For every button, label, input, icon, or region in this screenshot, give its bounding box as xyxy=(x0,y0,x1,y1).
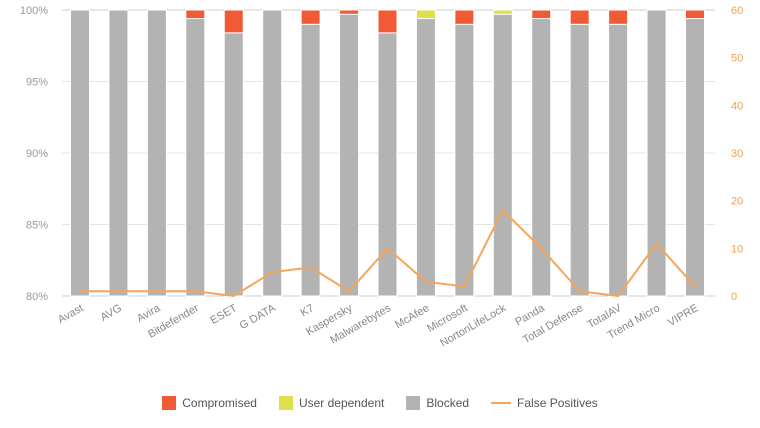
bar-compromised xyxy=(685,9,705,20)
bar-blocked xyxy=(185,9,206,297)
bar-compromised xyxy=(608,9,629,25)
right-tick-label: 0 xyxy=(731,291,737,303)
bar-compromised xyxy=(339,9,360,15)
bar-compromised xyxy=(185,9,206,20)
bar-blocked xyxy=(146,9,167,297)
bar-compromised xyxy=(569,9,590,25)
left-tick-label: 90% xyxy=(26,148,48,160)
bar-compromised xyxy=(377,9,398,34)
right-tick-label: 10 xyxy=(731,243,743,255)
left-tick-label: 95% xyxy=(26,77,48,89)
bar-blocked xyxy=(300,9,321,297)
bar-blocked xyxy=(569,9,590,297)
bar-compromised xyxy=(454,9,475,25)
bar-blocked xyxy=(70,9,90,297)
legend-label: False Positives xyxy=(517,396,598,410)
bar-user-dependent xyxy=(415,9,436,20)
legend-blocked: Blocked xyxy=(406,396,469,410)
bar-compromised xyxy=(223,9,244,34)
bar-blocked xyxy=(454,9,475,297)
legend-line xyxy=(491,402,512,404)
legend-swatch xyxy=(406,396,421,410)
right-tick-label: 50 xyxy=(731,53,743,65)
bar-blocked xyxy=(108,9,129,297)
legend-swatch xyxy=(162,396,177,410)
category-label: Avast xyxy=(56,302,86,326)
legend-user-dependent: User dependent xyxy=(278,396,385,410)
legend-label: Compromised xyxy=(182,396,257,410)
legend: Compromised User dependent Blocked False… xyxy=(0,396,760,410)
bar-blocked xyxy=(646,9,667,297)
legend-compromised: Compromised xyxy=(162,396,257,410)
bar-compromised xyxy=(300,9,321,25)
bar-blocked xyxy=(262,9,283,297)
bar-blocked xyxy=(492,9,513,297)
left-tick-label: 100% xyxy=(20,5,48,17)
left-tick-label: 80% xyxy=(26,291,48,303)
bar-compromised xyxy=(531,9,552,20)
legend-false-positives: False Positives xyxy=(491,396,598,410)
right-tick-label: 60 xyxy=(731,5,743,17)
legend-label: Blocked xyxy=(426,396,470,410)
category-label: K7 xyxy=(298,302,316,319)
legend-swatch xyxy=(278,396,293,410)
bar-blocked xyxy=(531,9,552,297)
bar-blocked xyxy=(415,9,436,297)
bar-blocked xyxy=(608,9,629,297)
category-label: G DATA xyxy=(238,302,279,332)
category-label: NortonLifeLock xyxy=(438,302,509,350)
category-label: ESET xyxy=(208,302,239,327)
category-label: AVG xyxy=(99,302,124,324)
bar-blocked xyxy=(685,9,705,297)
right-tick-label: 20 xyxy=(731,196,743,208)
category-label: VIPRE xyxy=(666,302,701,329)
right-tick-label: 30 xyxy=(731,148,743,160)
legend-label: User dependent xyxy=(298,396,385,410)
category-label: Avira xyxy=(135,302,163,325)
left-tick-label: 85% xyxy=(26,220,48,232)
bar-blocked xyxy=(223,9,244,297)
bar-blocked xyxy=(339,9,360,297)
chart: 80% 85% 90% 95% 100% 0 10 20 30 40 50 60 Avast AVG Avi… xyxy=(20,5,743,350)
bar-user-dependent xyxy=(492,9,513,15)
right-tick-label: 40 xyxy=(731,100,743,112)
